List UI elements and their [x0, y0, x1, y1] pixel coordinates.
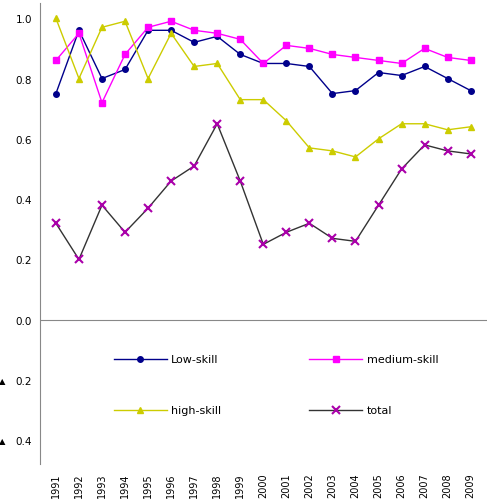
- Text: ▲: ▲: [0, 376, 5, 385]
- Text: medium-skill: medium-skill: [367, 354, 438, 364]
- Text: ▲: ▲: [0, 436, 5, 445]
- Text: Low-skill: Low-skill: [171, 354, 218, 364]
- Text: high-skill: high-skill: [171, 405, 221, 415]
- Text: total: total: [367, 405, 392, 415]
